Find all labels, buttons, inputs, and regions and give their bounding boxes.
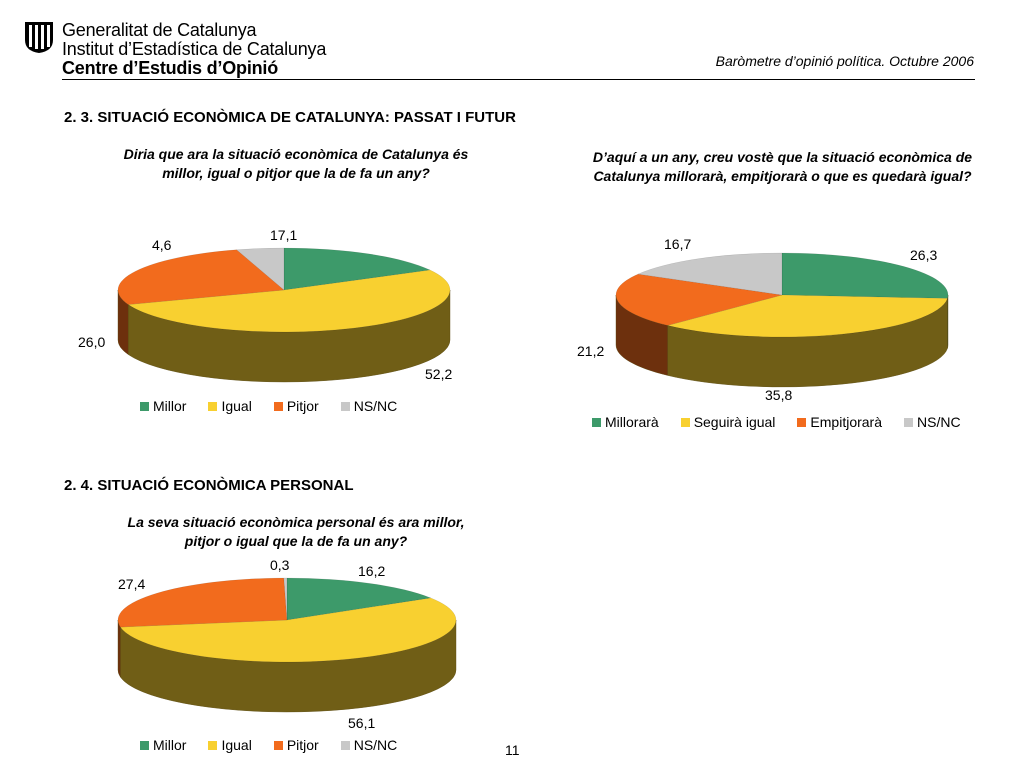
chart-2-legend-label-millor: Millorarà bbox=[605, 414, 659, 430]
section-title-2-3: 2. 3. SITUACIÓ ECONÒMICA DE CATALUNYA: P… bbox=[64, 109, 516, 126]
chart-2-legend-swatch-nsnc bbox=[904, 417, 914, 427]
chart-1-pie bbox=[117, 247, 451, 383]
chart-1-legend-swatch-igual bbox=[208, 401, 218, 411]
org-line-2: Institut d’Estadística de Catalunya bbox=[62, 39, 327, 59]
chart-1-title: Diria que ara la situació econòmica de C… bbox=[123, 146, 469, 181]
chart-1-label-pitjor: 26,0 bbox=[78, 334, 106, 350]
chart-3-legend-swatch-millor bbox=[140, 740, 149, 750]
chart-2-legend-swatch-millor bbox=[592, 417, 601, 427]
organization-name: Generalitat de Catalunya Institut d’Esta… bbox=[62, 21, 326, 78]
chart-3-label-pitjor: 27,4 bbox=[118, 576, 146, 592]
report-title: Baròmetre d’opinió política. Octubre 200… bbox=[715, 53, 974, 69]
chart-1-legend-item-nsnc: NS/NC bbox=[340, 398, 398, 414]
chart-2-slice-millor bbox=[781, 252, 949, 299]
chart-2-legend-label-nsnc: NS/NC bbox=[917, 414, 961, 430]
chart-3-side-pitjor bbox=[117, 619, 121, 678]
chart-2-legend-label-igual: Seguirà igual bbox=[693, 414, 776, 430]
chart-1-slice-millor bbox=[283, 247, 431, 291]
chart-2-legend-item-millor: Millorarà bbox=[592, 414, 659, 430]
org-line-3: Centre d’Estudis d’Opinió bbox=[62, 58, 279, 78]
chart-3-legend-label-pitjor: Pitjor bbox=[286, 737, 319, 753]
generalitat-stripes-icon bbox=[25, 22, 53, 53]
chart-3-legend-swatch-nsnc bbox=[340, 740, 350, 750]
chart-3-legend-label-igual: Igual bbox=[221, 737, 252, 753]
chart-2-legend-item-nsnc: NS/NC bbox=[904, 414, 961, 430]
chart-2-label-seguira-igual: 35,8 bbox=[765, 387, 793, 403]
chart-3-legend-swatch-pitjor bbox=[273, 740, 283, 750]
chart-3-legend-item-nsnc: NS/NC bbox=[340, 737, 398, 753]
chart-2-legend-label-pitjor: Empitjorarà bbox=[810, 414, 883, 430]
chart-1-label-igual: 52,2 bbox=[425, 366, 453, 382]
chart-1-legend-swatch-pitjor bbox=[273, 401, 283, 411]
chart-1-slice-igual bbox=[127, 269, 451, 333]
chart-2-pie bbox=[615, 252, 949, 388]
chart-2-slice-igual bbox=[667, 294, 948, 338]
chart-1-legend-label-pitjor: Pitjor bbox=[286, 398, 319, 414]
chart-3-title: La seva situació econòmica personal és a… bbox=[127, 514, 465, 549]
chart-1-legend: Millor Igual Pitjor NS/NC bbox=[140, 398, 419, 414]
chart-2-legend-item-pitjor: Empitjorarà bbox=[797, 414, 882, 430]
chart-3-legend-item-igual: Igual bbox=[208, 737, 252, 753]
page-number: 11 bbox=[505, 742, 520, 758]
chart-2-label-millorara: 26,3 bbox=[910, 247, 938, 263]
chart-1-legend-label-millor: Millor bbox=[153, 398, 187, 414]
chart-3-legend-label-nsnc: NS/NC bbox=[353, 737, 398, 753]
chart-2-title: D’aquí a un any, creu vostè que la situa… bbox=[592, 149, 973, 184]
chart-2-legend-swatch-pitjor bbox=[797, 417, 807, 427]
chart-1-label-nsnc: 4,6 bbox=[152, 237, 172, 253]
chart-3-label-igual: 56,1 bbox=[348, 715, 376, 731]
chart-3-legend-item-millor: Millor bbox=[140, 737, 186, 753]
chart-3-label-millor: 16,2 bbox=[358, 563, 386, 579]
chart-2-label-empitjorara: 21,2 bbox=[577, 343, 605, 359]
chart-1-legend-item-millor: Millor bbox=[140, 398, 186, 414]
chart-3-legend-label-millor: Millor bbox=[153, 737, 187, 753]
chart-1-label-millor: 17,1 bbox=[270, 227, 298, 243]
chart-1-legend-swatch-nsnc bbox=[340, 401, 350, 411]
chart-1-slice-pitjor bbox=[117, 249, 285, 305]
section-title-2-4: 2. 4. SITUACIÓ ECONÒMICA PERSONAL bbox=[64, 477, 354, 494]
chart-1-slice-nsnc bbox=[236, 247, 285, 291]
chart-3-slice-pitjor bbox=[117, 577, 288, 628]
chart-2-legend-swatch-igual bbox=[680, 417, 690, 427]
chart-3-slice-millor bbox=[286, 577, 432, 621]
chart-3-slice-nsnc bbox=[283, 577, 288, 621]
chart-3-label-nsnc: 0,3 bbox=[270, 557, 290, 573]
chart-2-legend-item-igual: Seguirà igual bbox=[680, 414, 776, 430]
org-line-1: Generalitat de Catalunya bbox=[62, 20, 257, 40]
chart-1-legend-swatch-millor bbox=[140, 401, 149, 411]
chart-3-slice-igual bbox=[119, 597, 457, 663]
chart-1-legend-item-pitjor: Pitjor bbox=[273, 398, 319, 414]
chart-3-legend-item-pitjor: Pitjor bbox=[273, 737, 319, 753]
chart-3-legend-swatch-igual bbox=[208, 740, 218, 750]
chart-2-slice-pitjor bbox=[615, 273, 783, 326]
chart-2-legend: Millorarà Seguirà igual Empitjorarà NS/NC bbox=[592, 414, 983, 430]
chart-1-legend-label-igual: Igual bbox=[221, 398, 252, 414]
chart-1-legend-item-igual: Igual bbox=[208, 398, 252, 414]
header-divider bbox=[62, 79, 975, 80]
chart-2-slice-nsnc bbox=[637, 252, 783, 296]
chart-1-legend-label-nsnc: NS/NC bbox=[353, 398, 398, 414]
chart-3-legend: Millor Igual Pitjor NS/NC bbox=[140, 737, 419, 753]
chart-2-label-nsnc: 16,7 bbox=[664, 236, 692, 252]
chart-3-pie bbox=[117, 577, 457, 713]
